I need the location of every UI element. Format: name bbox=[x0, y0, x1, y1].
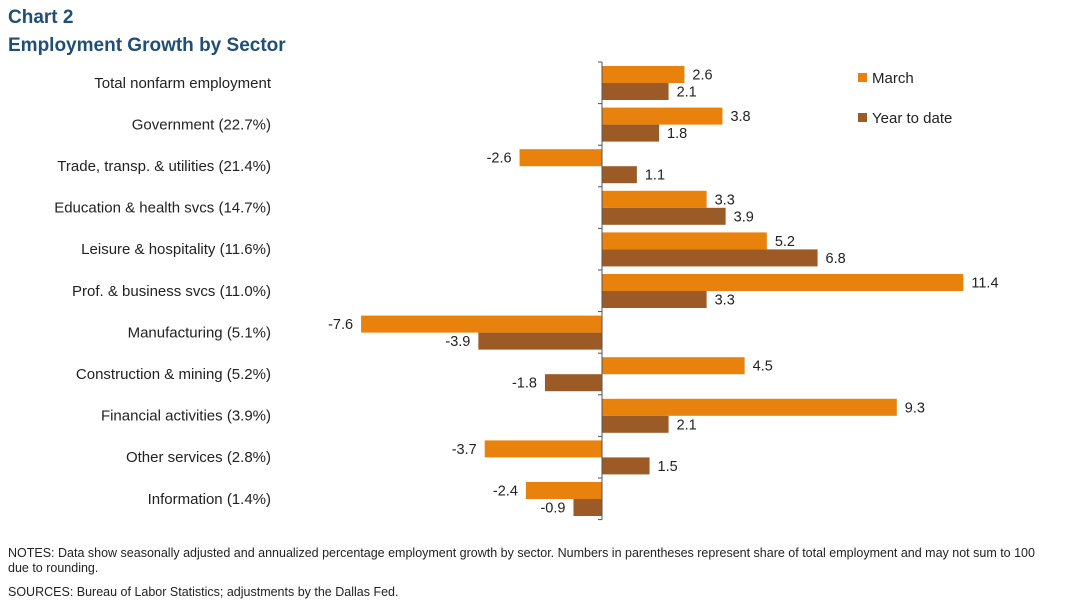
category-label: Leisure & hospitality (11.6%) bbox=[81, 241, 271, 258]
bar-march bbox=[602, 274, 964, 291]
bar-year-to-date bbox=[602, 166, 637, 184]
category-label: Prof. & business svcs (11.0%) bbox=[72, 283, 271, 300]
bar-year-to-date bbox=[602, 249, 818, 267]
bar-year-to-date bbox=[573, 499, 602, 516]
category-labels-group: Total nonfarm employment Government (22.7… bbox=[54, 75, 272, 508]
data-label: 2.1 bbox=[677, 417, 697, 433]
bar-march bbox=[602, 357, 745, 375]
data-label: -3.7 bbox=[452, 442, 477, 458]
data-label: 3.3 bbox=[715, 192, 735, 208]
data-label: 3.3 bbox=[715, 293, 735, 309]
data-label: 1.8 bbox=[667, 126, 687, 142]
data-label: 3.8 bbox=[730, 109, 750, 125]
sources-text: SOURCES: Bureau of Labor Statistics; adj… bbox=[8, 585, 399, 599]
bar-march bbox=[361, 315, 602, 333]
category-label: Trade, transp. & utilities (21.4%) bbox=[57, 158, 271, 175]
legend-label: Year to date bbox=[872, 110, 952, 127]
category-label: Information (1.4%) bbox=[148, 491, 271, 508]
bar-year-to-date bbox=[602, 124, 660, 142]
data-label: -2.4 bbox=[493, 484, 518, 500]
notes-text: NOTES: Data show seasonally adjusted and… bbox=[8, 546, 1035, 575]
legend-label: March bbox=[872, 70, 914, 87]
data-label: 2.6 bbox=[692, 68, 712, 84]
data-label: -0.9 bbox=[540, 501, 565, 517]
category-label: Construction & mining (5.2%) bbox=[76, 366, 271, 383]
chart-title: Chart 2 bbox=[8, 7, 74, 28]
category-label: Financial activities (3.9%) bbox=[101, 408, 271, 425]
bar-march bbox=[602, 190, 707, 208]
bar-year-to-date bbox=[602, 291, 707, 308]
bar-chart: 2.62.13.81.8-2.61.13.33.95.26.811.43.3-7… bbox=[54, 61, 999, 521]
bar-year-to-date bbox=[478, 332, 602, 350]
bars-group bbox=[361, 66, 964, 516]
bar-march bbox=[525, 482, 602, 499]
data-label: 5.2 bbox=[775, 234, 795, 250]
chart-subtitle: Employment Growth by Sector bbox=[8, 35, 286, 56]
category-label: Government (22.7%) bbox=[132, 116, 271, 133]
data-label: 1.5 bbox=[658, 459, 678, 475]
data-label: -7.6 bbox=[328, 317, 353, 333]
category-label: Education & health svcs (14.7%) bbox=[54, 200, 271, 217]
data-label: 2.1 bbox=[677, 85, 697, 101]
data-label: -2.6 bbox=[487, 151, 512, 167]
bar-march bbox=[602, 398, 897, 416]
data-label: 11.4 bbox=[971, 276, 998, 292]
bar-march bbox=[602, 107, 723, 125]
data-label: 9.3 bbox=[905, 400, 925, 416]
category-label: Other services (2.8%) bbox=[126, 449, 271, 466]
bar-year-to-date bbox=[602, 457, 650, 475]
legend-swatch-march bbox=[858, 73, 867, 82]
axis-ticks-group bbox=[598, 61, 602, 521]
data-label: 1.1 bbox=[645, 168, 665, 184]
bar-march bbox=[602, 232, 767, 250]
bar-year-to-date bbox=[544, 374, 602, 392]
data-label: 3.9 bbox=[734, 209, 754, 225]
data-label: 6.8 bbox=[826, 251, 846, 267]
value-labels-group: 2.62.13.81.8-2.61.13.33.95.26.811.43.3-7… bbox=[328, 68, 998, 517]
data-label: -1.8 bbox=[512, 376, 537, 392]
data-label: 4.5 bbox=[753, 359, 773, 375]
bar-year-to-date bbox=[602, 415, 669, 433]
legend-swatch-year-to-date bbox=[858, 113, 867, 122]
data-label: -3.9 bbox=[445, 334, 470, 350]
category-label: Manufacturing (5.1%) bbox=[128, 324, 271, 341]
legend: March Year to date bbox=[858, 70, 952, 127]
bar-march bbox=[519, 149, 602, 167]
bar-year-to-date bbox=[602, 207, 726, 225]
bar-march bbox=[602, 66, 685, 83]
bar-march bbox=[484, 440, 602, 458]
category-label: Total nonfarm employment bbox=[94, 75, 272, 92]
bar-year-to-date bbox=[602, 83, 669, 100]
